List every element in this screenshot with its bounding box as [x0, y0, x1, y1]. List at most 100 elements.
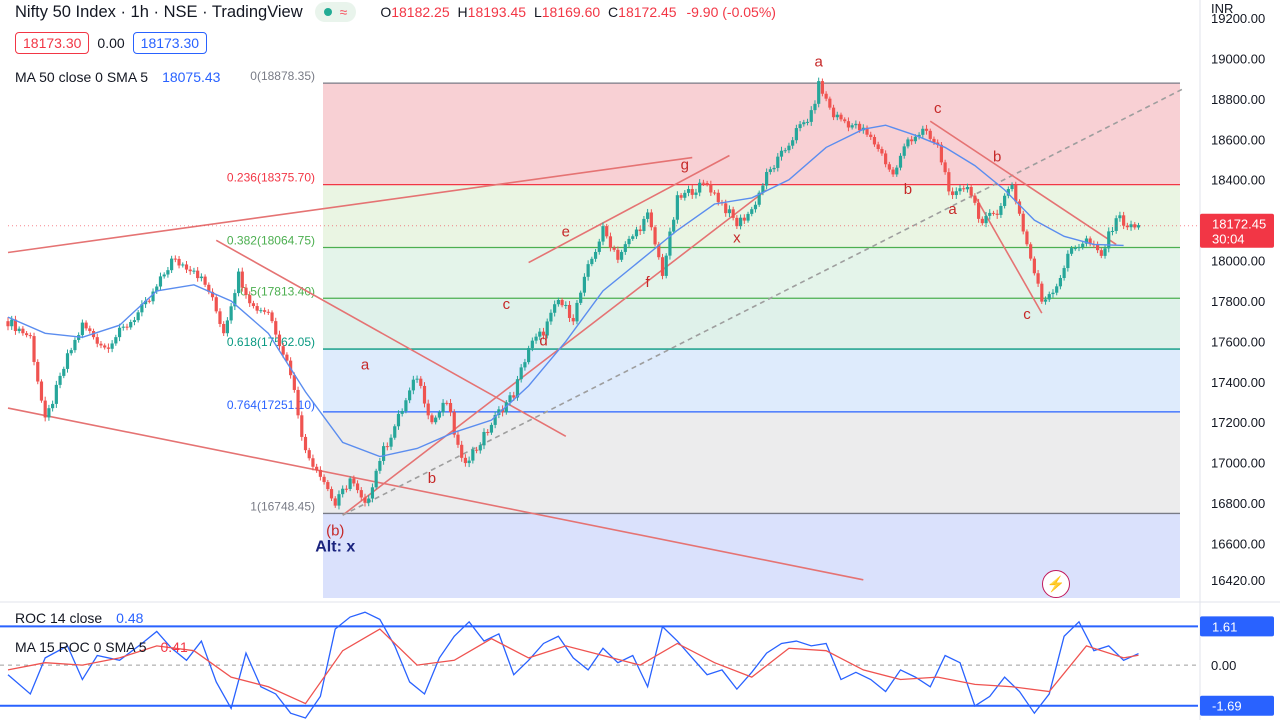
candle-body — [988, 212, 992, 216]
candle — [196, 267, 200, 282]
candle-body — [36, 361, 40, 382]
candle — [1051, 289, 1055, 298]
candle-body — [251, 303, 256, 307]
wave-label: b — [993, 149, 1001, 166]
candle — [813, 100, 817, 114]
last-price-badge — [1200, 213, 1274, 248]
candle — [1136, 222, 1141, 230]
candle-body — [727, 209, 732, 214]
candle — [80, 319, 84, 339]
candle-body — [322, 476, 326, 483]
candle — [225, 317, 230, 337]
candle — [564, 301, 568, 309]
candle-body — [1051, 292, 1055, 295]
candle-body — [898, 155, 903, 168]
candle — [1125, 222, 1129, 231]
fibonacci-zones — [323, 83, 1180, 598]
roc-ma-legend[interactable]: MA 15 ROC 0 SMA 5 0.41 — [15, 639, 188, 655]
candle — [426, 399, 430, 420]
candle — [411, 375, 415, 395]
symbol-title[interactable]: Nifty 50 Index · 1h · NSE · TradingView — [15, 2, 303, 21]
candle — [612, 245, 616, 252]
price-tick-label: 17600.00 — [1211, 334, 1265, 349]
candle — [422, 382, 427, 408]
candle — [292, 372, 296, 393]
currency-label[interactable]: INR — [1211, 1, 1234, 16]
candle-body — [791, 140, 795, 146]
candle — [950, 187, 955, 200]
fib-level-label: 0.236(18375.70) — [227, 171, 315, 185]
candle — [958, 184, 962, 195]
candle-body — [1043, 299, 1048, 302]
candle — [326, 479, 330, 492]
candle — [545, 318, 549, 339]
candle — [218, 308, 222, 328]
candle-body — [329, 489, 334, 499]
candle — [404, 397, 408, 414]
candle — [791, 137, 795, 149]
price-axis[interactable]: 19200.00 19000.00 18800.00 18600.00 18400.00… — [1199, 0, 1274, 720]
candle-body — [129, 322, 133, 328]
candle-body — [828, 98, 832, 108]
candle — [363, 493, 367, 507]
candle-body — [698, 182, 702, 193]
candle-body — [839, 114, 843, 120]
candle-body — [779, 150, 784, 157]
candle — [54, 380, 58, 408]
candle — [1043, 296, 1048, 305]
candle — [6, 317, 10, 331]
candle — [593, 248, 598, 262]
candle-body — [1129, 224, 1133, 228]
fib-level-label: 0.618(17562.05) — [227, 335, 315, 349]
lightning-icon[interactable]: ⚡ — [1042, 570, 1070, 598]
candle-body — [1081, 243, 1085, 248]
buy-button[interactable]: 18173.30 — [132, 32, 208, 54]
candle — [984, 211, 988, 228]
candle-body — [1032, 258, 1036, 274]
candle-body — [597, 241, 601, 252]
candle — [430, 413, 434, 425]
candle — [880, 146, 884, 156]
candle — [166, 267, 170, 278]
candle-body — [608, 236, 613, 248]
candle — [854, 120, 858, 129]
candle-body — [947, 172, 951, 192]
candle — [672, 217, 676, 235]
candle — [445, 400, 449, 406]
candle-body — [1040, 283, 1044, 302]
ma-legend[interactable]: MA 50 close 0 SMA 5 18075.43 — [15, 69, 220, 85]
candle — [1006, 186, 1010, 199]
candle-body — [370, 487, 375, 499]
change-value: -9.90 (-0.05%) — [686, 4, 776, 20]
candle-body — [679, 195, 683, 198]
candle — [772, 164, 776, 173]
candle — [898, 153, 903, 171]
candle-body — [136, 312, 140, 321]
candle-body — [1110, 230, 1115, 232]
candle-body — [147, 300, 151, 302]
candle — [802, 119, 806, 127]
candle-body — [1136, 225, 1141, 228]
sell-button[interactable]: 18173.30 — [15, 32, 90, 54]
candle — [255, 302, 259, 314]
candle-body — [910, 139, 914, 142]
candle-body — [1099, 250, 1103, 256]
candle-body — [1088, 238, 1092, 245]
fib-zone — [323, 83, 1180, 185]
candle — [229, 302, 233, 324]
candle — [608, 232, 613, 252]
candle-body — [486, 431, 490, 433]
wave-label: x — [733, 229, 741, 246]
roc-legend[interactable]: ROC 14 close 0.48 — [15, 610, 143, 626]
candle-body — [106, 347, 111, 349]
candle — [664, 253, 668, 279]
candle-body — [750, 209, 754, 214]
market-status-pill[interactable]: ≈ — [314, 2, 357, 22]
candle-body — [653, 227, 657, 245]
candle-body — [541, 331, 546, 336]
candle-body — [1058, 278, 1063, 287]
candle — [73, 337, 77, 353]
candle — [203, 274, 207, 288]
roc-band-label: 1.61 — [1212, 619, 1237, 634]
